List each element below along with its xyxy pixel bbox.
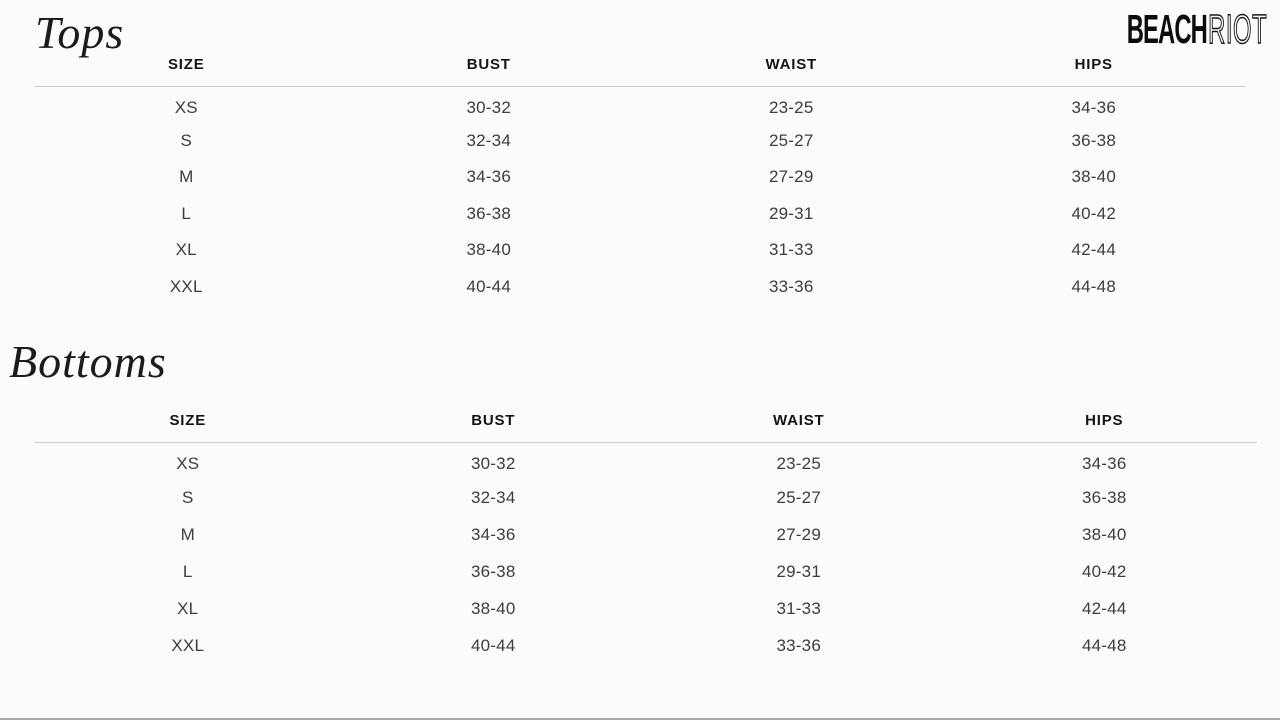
column-header-hips: HIPS <box>942 44 1245 87</box>
size-cell: L <box>181 203 192 223</box>
column-header-waist: WAIST <box>640 44 943 87</box>
bust-cell: 30-32 <box>471 454 516 474</box>
bust-cell: 40-44 <box>466 276 511 296</box>
waist-cell: 25-27 <box>769 130 814 150</box>
bust-cell: 36-38 <box>466 203 511 223</box>
header-row: SIZE BUST WAIST HIPS <box>35 400 1257 443</box>
size-cell: L <box>182 561 193 581</box>
waist-cell: 33-36 <box>769 276 814 296</box>
size-cell: XL <box>175 240 197 260</box>
bust-cell: 36-38 <box>471 561 516 581</box>
hips-cell: 34-36 <box>1071 98 1116 117</box>
size-cell: XXL <box>169 276 203 296</box>
size-cell: XXL <box>171 635 205 655</box>
size-cell: XL <box>177 598 199 618</box>
hips-cell: 40-42 <box>1082 561 1127 581</box>
table-row: XL 38-40 31-33 42-44 <box>35 232 1245 269</box>
waist-cell: 23-25 <box>769 98 814 117</box>
waist-cell: 31-33 <box>769 240 814 260</box>
waist-cell: 25-27 <box>776 487 821 507</box>
bottoms-table-body: XS 30-32 23-25 34-36 S 32-34 25-27 36-38… <box>35 442 1257 664</box>
table-row: L 36-38 29-31 40-42 <box>35 553 1257 590</box>
bust-cell: 32-34 <box>471 487 516 507</box>
header-row: SIZE BUST WAIST HIPS <box>35 44 1245 87</box>
hips-cell: 34-36 <box>1082 454 1127 474</box>
size-cell: M <box>179 167 194 187</box>
column-header-hips: HIPS <box>951 400 1257 443</box>
bottoms-table-header: SIZE BUST WAIST HIPS <box>35 400 1257 443</box>
waist-cell: 29-31 <box>769 203 814 223</box>
column-header-size: SIZE <box>35 400 341 443</box>
waist-cell: 31-33 <box>776 598 821 618</box>
size-cell: XS <box>174 98 198 117</box>
tops-table-body: XS 30-32 23-25 34-36 S 32-34 25-27 36-38… <box>35 86 1245 305</box>
waist-cell: 27-29 <box>769 167 814 187</box>
size-cell: S <box>181 487 194 507</box>
table-row: S 32-34 25-27 36-38 <box>35 479 1257 516</box>
hips-cell: 38-40 <box>1082 524 1127 544</box>
table-row: M 34-36 27-29 38-40 <box>35 516 1257 553</box>
bust-cell: 34-36 <box>471 524 516 544</box>
bottoms-section-title: Bottoms <box>9 336 167 387</box>
size-cell: XS <box>176 454 200 474</box>
table-row: XXL 40-44 33-36 44-48 <box>35 627 1257 664</box>
bust-cell: 40-44 <box>471 635 516 655</box>
waist-cell: 29-31 <box>776 561 821 581</box>
bottoms-size-table: SIZE BUST WAIST HIPS XS 30-32 23-25 34-3… <box>35 400 1257 664</box>
size-cell: M <box>180 524 195 544</box>
hips-cell: 40-42 <box>1071 203 1116 223</box>
logo-beach-text: BEACH <box>1126 6 1208 52</box>
bottom-divider <box>0 718 1280 720</box>
table-row: M 34-36 27-29 38-40 <box>35 159 1245 196</box>
waist-cell: 27-29 <box>776 524 821 544</box>
tops-size-table: SIZE BUST WAIST HIPS XS 30-32 23-25 34-3… <box>35 44 1245 305</box>
hips-cell: 42-44 <box>1071 240 1116 260</box>
table-row: XS 30-32 23-25 34-36 <box>35 442 1257 479</box>
beachriot-logo: BEACH RIOT <box>1126 6 1267 52</box>
column-header-waist: WAIST <box>646 400 952 443</box>
hips-cell: 44-48 <box>1082 635 1127 655</box>
hips-cell: 36-38 <box>1071 130 1116 150</box>
hips-cell: 36-38 <box>1082 487 1127 507</box>
table-row: XL 38-40 31-33 42-44 <box>35 590 1257 627</box>
hips-cell: 38-40 <box>1071 167 1116 187</box>
waist-cell: 23-25 <box>776 454 821 474</box>
bust-cell: 38-40 <box>466 240 511 260</box>
waist-cell: 33-36 <box>776 635 821 655</box>
table-row: XS 30-32 23-25 34-36 <box>35 86 1245 123</box>
table-row: L 36-38 29-31 40-42 <box>35 196 1245 233</box>
hips-cell: 44-48 <box>1071 276 1116 296</box>
column-header-bust: BUST <box>337 44 640 87</box>
bust-cell: 34-36 <box>466 167 511 187</box>
column-header-bust: BUST <box>340 400 646 443</box>
logo-riot-text: RIOT <box>1207 6 1267 52</box>
tops-table-header: SIZE BUST WAIST HIPS <box>35 44 1245 87</box>
bust-cell: 32-34 <box>466 130 511 150</box>
table-row: S 32-34 25-27 36-38 <box>35 123 1245 160</box>
size-cell: S <box>180 130 193 150</box>
bust-cell: 30-32 <box>466 98 511 117</box>
column-header-size: SIZE <box>35 44 338 87</box>
bust-cell: 38-40 <box>471 598 516 618</box>
table-row: XXL 40-44 33-36 44-48 <box>35 269 1245 306</box>
hips-cell: 42-44 <box>1082 598 1127 618</box>
